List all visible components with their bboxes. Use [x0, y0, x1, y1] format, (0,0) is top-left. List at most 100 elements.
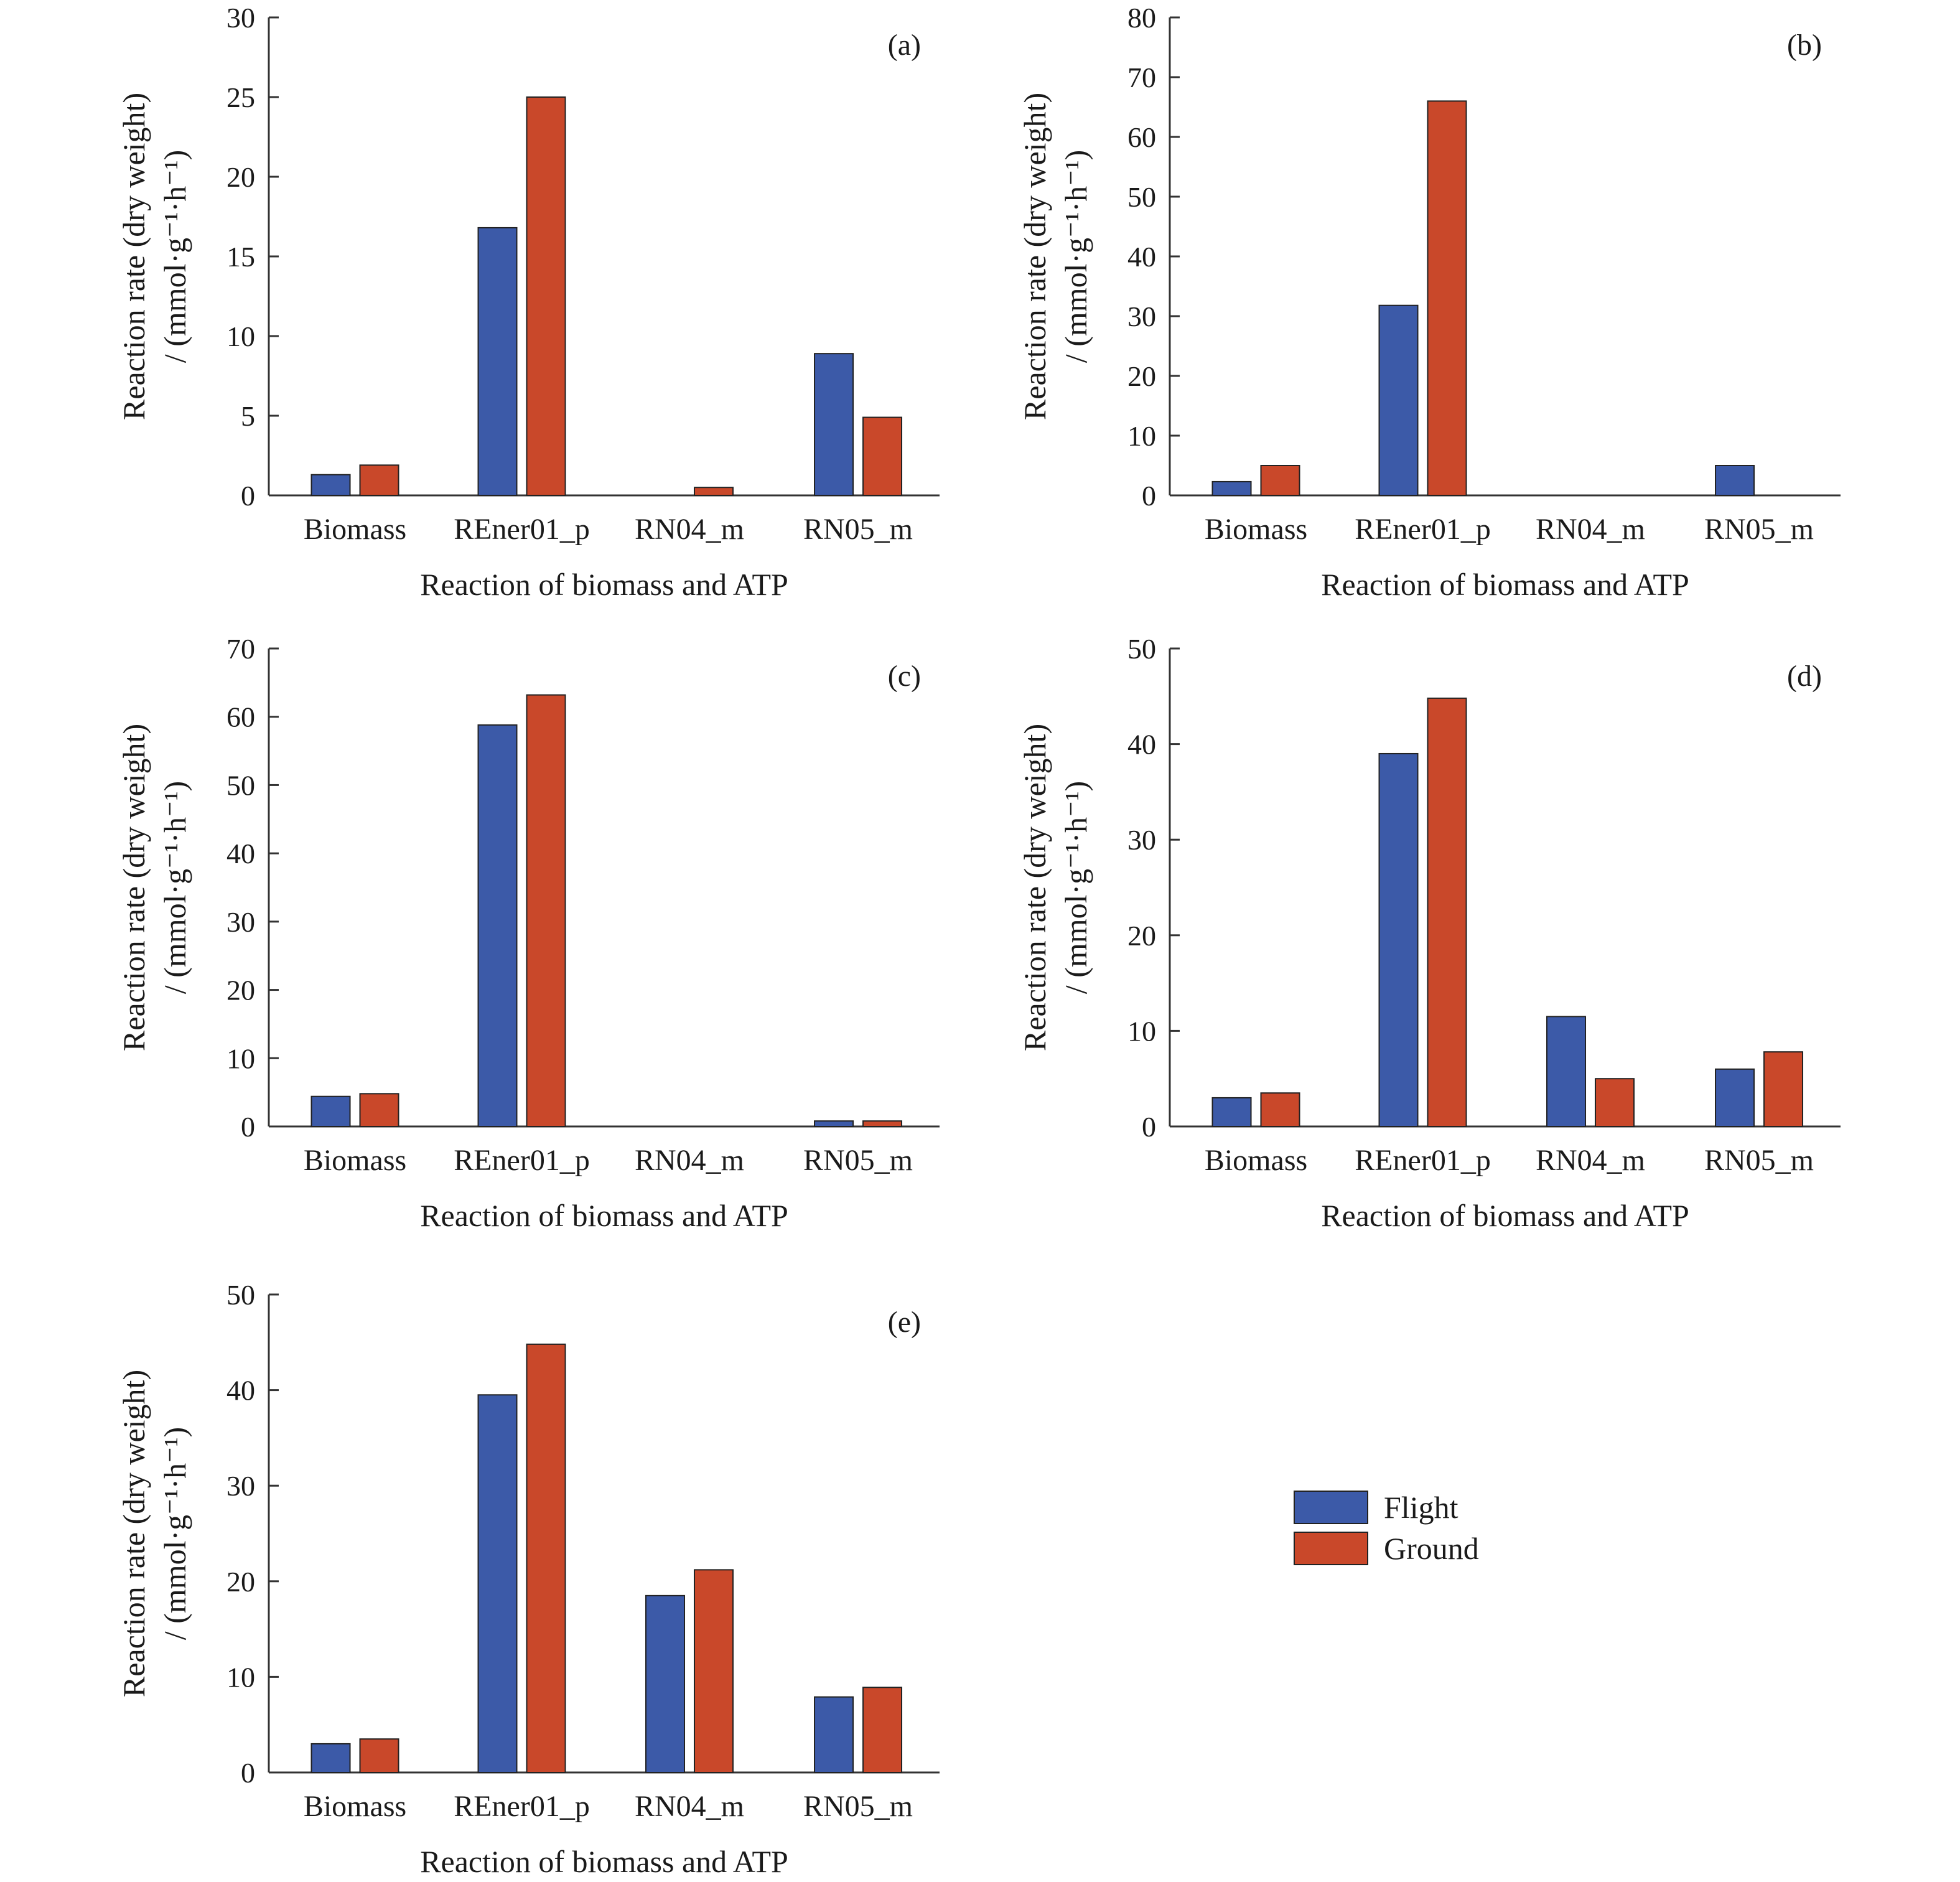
y-tick-label: 80: [1127, 2, 1156, 34]
y-tick-label: 20: [1127, 920, 1156, 952]
bar-ground-rn04-m: [694, 487, 734, 497]
y-axis-title-line-1: Reaction rate (dry weight): [1017, 724, 1052, 1051]
x-category-label: RN04_m: [1536, 513, 1645, 546]
y-axis-title: Reaction rate (dry weight) / (mmol·g⁻¹·h⁻…: [116, 724, 192, 1051]
panel-label: (e): [888, 1306, 921, 1339]
x-category-label: RN04_m: [1536, 1144, 1645, 1177]
y-tick-label: 20: [226, 975, 255, 1006]
bar-ground-rn05-m: [1763, 1051, 1804, 1128]
bar-flight-biomass: [1211, 480, 1252, 496]
y-tick-label: 15: [226, 241, 255, 273]
bar-ground-biomass: [359, 1093, 399, 1128]
y-tick-label: 10: [1127, 420, 1156, 452]
y-axis-title-line-2: / (mmol·g⁻¹·h⁻¹): [157, 1427, 192, 1640]
bar-flight-biomass: [310, 474, 351, 496]
bar-flight-rn04-m: [645, 1594, 686, 1774]
y-tick-label: 50: [1127, 181, 1156, 213]
x-axis-title: Reaction of biomass and ATP: [1321, 1198, 1689, 1233]
y-tick-label: 20: [226, 1566, 255, 1598]
x-category-label: REner01_p: [454, 513, 590, 546]
x-category-label: RN04_m: [635, 513, 744, 546]
y-axis-title-line-1: Reaction rate (dry weight): [116, 1370, 151, 1697]
y-tick-label: 30: [226, 906, 255, 938]
x-axis-title: Reaction of biomass and ATP: [420, 1198, 788, 1233]
x-category-label: REner01_p: [1355, 513, 1491, 546]
y-axis-title-line-2: / (mmol·g⁻¹·h⁻¹): [157, 781, 192, 994]
x-category-label: RN05_m: [803, 1790, 913, 1823]
y-tick-label: 5: [241, 400, 255, 432]
chart-panel-c: 0 10 20 30 40 50 60 70 Biomass REner01_p RN04_m RN0…: [116, 633, 940, 1233]
y-tick-label: 10: [226, 1661, 255, 1693]
bar-flight-rn05-m: [1715, 465, 1755, 496]
y-tick-label: 20: [1127, 360, 1156, 392]
bar-flight-rn05-m: [1715, 1068, 1755, 1127]
legend-label-ground: Ground: [1384, 1531, 1479, 1566]
panel-label: (b): [1787, 29, 1822, 62]
y-tick-label: 50: [1127, 633, 1156, 665]
y-tick-label: 30: [1127, 824, 1156, 856]
bar-flight-rener01-p: [1378, 752, 1419, 1127]
y-tick-label: 70: [226, 633, 255, 665]
legend-label-flight: Flight: [1384, 1490, 1458, 1525]
y-tick-label: 0: [241, 1111, 255, 1143]
bar-flight-rener01-p: [477, 227, 518, 496]
legend-swatch-ground: [1294, 1532, 1368, 1565]
bar-flight-biomass: [310, 1743, 351, 1773]
y-tick-label: 50: [226, 769, 255, 801]
legend: Flight Ground: [1294, 1490, 1479, 1566]
bar-ground-rn05-m: [862, 1687, 903, 1773]
chart-panel-d: 0 10 20 30 40 50 Biomass REner01_p RN04_m RN05_m R…: [1017, 633, 1841, 1233]
bar-ground-rener01-p: [526, 694, 566, 1127]
y-axis-title-line-2: / (mmol·g⁻¹·h⁻¹): [1058, 781, 1093, 994]
bar-flight-rn05-m: [814, 353, 854, 496]
y-tick-label: 0: [1142, 480, 1156, 512]
y-axis-title-line-1: Reaction rate (dry weight): [116, 93, 151, 420]
bar-flight-rn05-m: [814, 1696, 854, 1774]
y-axis-title: Reaction rate (dry weight) / (mmol·g⁻¹·h⁻…: [116, 1370, 192, 1697]
bar-ground-rener01-p: [526, 1343, 566, 1774]
bar-ground-rn05-m: [862, 1120, 903, 1128]
bar-ground-rener01-p: [526, 96, 566, 496]
y-tick-label: 10: [226, 321, 255, 352]
bar-ground-rener01-p: [1427, 697, 1467, 1127]
bar-ground-rn04-m: [1595, 1078, 1635, 1127]
y-tick-label: 30: [1127, 301, 1156, 332]
x-category-label: RN05_m: [803, 513, 913, 546]
y-tick-label: 40: [1127, 729, 1156, 761]
bar-ground-rn04-m: [694, 1569, 734, 1773]
bar-flight-biomass: [310, 1095, 351, 1127]
y-tick-label: 50: [226, 1279, 255, 1311]
bar-flight-rener01-p: [477, 724, 518, 1127]
chart-panel-b: 0 10 20 30 40 50 60 70 80 Biomass REner01_p RN04_m R…: [1017, 2, 1841, 602]
x-category-label: Biomass: [1205, 513, 1307, 546]
panel-label: (c): [888, 660, 921, 693]
x-category-label: REner01_p: [1355, 1144, 1491, 1177]
bar-flight-biomass: [1211, 1097, 1252, 1128]
y-tick-label: 10: [1127, 1015, 1156, 1047]
y-tick-label: 60: [226, 701, 255, 733]
x-category-label: RN05_m: [1704, 1144, 1814, 1177]
y-tick-label: 30: [226, 2, 255, 34]
x-axis-title: Reaction of biomass and ATP: [420, 567, 788, 602]
y-tick-label: 0: [1142, 1111, 1156, 1143]
x-category-label: Biomass: [1205, 1144, 1307, 1177]
y-axis-title-line-1: Reaction rate (dry weight): [1017, 93, 1052, 420]
bar-ground-biomass: [359, 1738, 399, 1773]
x-category-label: Biomass: [304, 1144, 406, 1177]
y-tick-label: 10: [226, 1042, 255, 1074]
y-tick-label: 40: [1127, 241, 1156, 273]
legend-swatch-flight: [1294, 1491, 1368, 1524]
y-tick-label: 25: [226, 82, 255, 113]
bar-ground-rener01-p: [1427, 100, 1467, 496]
y-tick-label: 0: [241, 1757, 255, 1789]
x-category-label: Biomass: [304, 513, 406, 546]
x-category-label: RN05_m: [803, 1144, 913, 1177]
bar-flight-rener01-p: [1378, 304, 1419, 496]
y-tick-label: 40: [226, 1375, 255, 1407]
y-tick-label: 60: [1127, 121, 1156, 153]
x-category-label: Biomass: [304, 1790, 406, 1823]
bar-ground-rn05-m: [862, 416, 903, 496]
x-axis-title: Reaction of biomass and ATP: [420, 1844, 788, 1879]
panel-label: (d): [1787, 660, 1822, 693]
